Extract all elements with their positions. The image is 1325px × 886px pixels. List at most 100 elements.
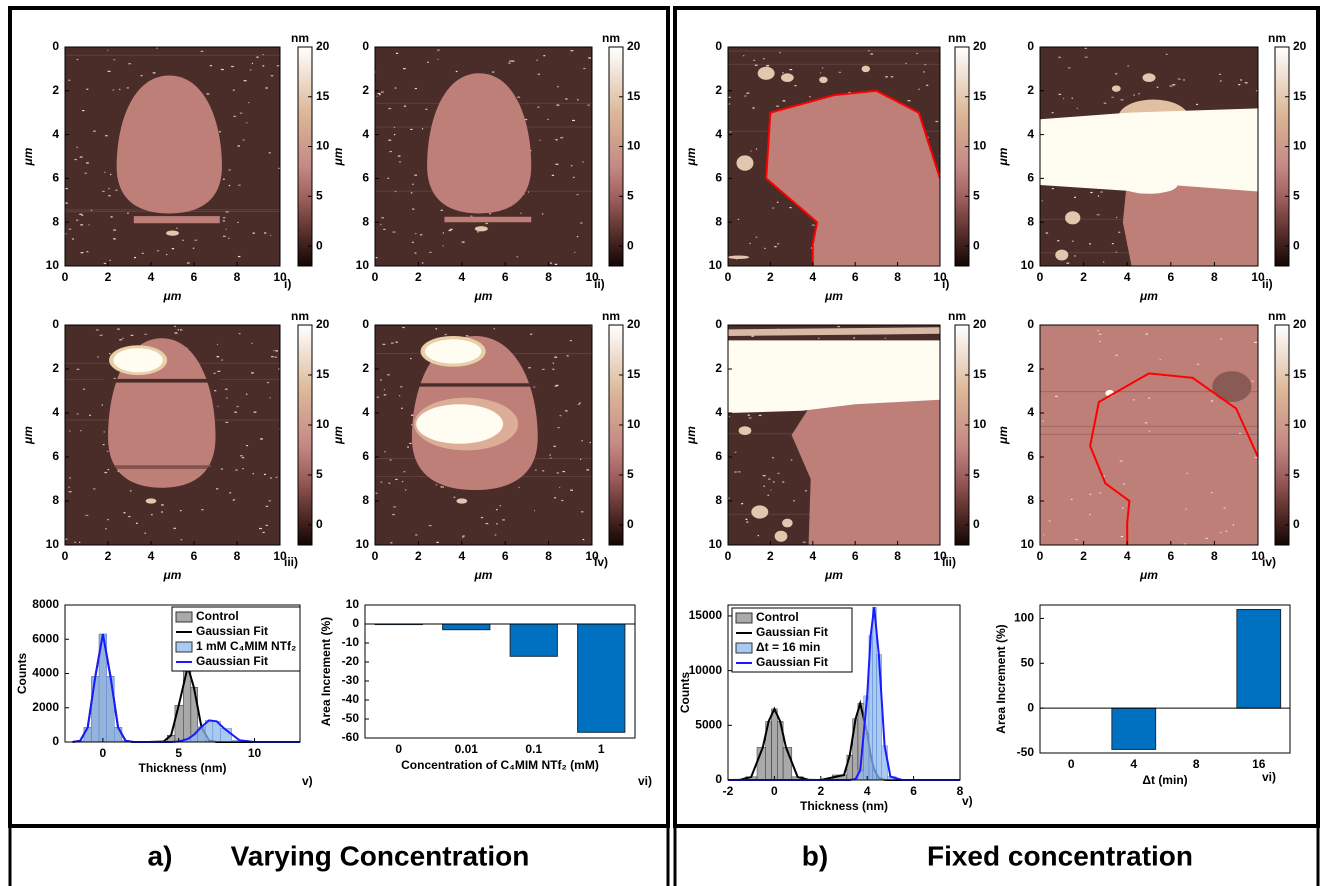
colorbar-tick-label: 10 bbox=[316, 139, 330, 153]
y-tick-label: 100 bbox=[1014, 611, 1034, 625]
speckle bbox=[437, 49, 440, 51]
speckle bbox=[420, 234, 423, 236]
speckle bbox=[768, 478, 771, 480]
colorbar-tick-label: 0 bbox=[1293, 517, 1300, 531]
speckle bbox=[383, 394, 387, 396]
feature bbox=[774, 530, 788, 542]
speckle bbox=[552, 362, 554, 364]
speckle bbox=[105, 528, 107, 530]
speckle bbox=[392, 513, 395, 516]
x-axis-label: μm bbox=[474, 289, 493, 303]
speckle bbox=[1090, 191, 1093, 194]
x-tick-label: 0 bbox=[725, 270, 732, 284]
feature bbox=[781, 73, 794, 83]
speckle bbox=[186, 262, 190, 264]
legend-label: Control bbox=[756, 610, 799, 624]
speckle bbox=[68, 228, 72, 230]
speckle bbox=[1048, 520, 1051, 522]
afm-image bbox=[65, 47, 280, 266]
speckle bbox=[390, 342, 394, 344]
scan-line bbox=[65, 54, 280, 56]
speckle bbox=[265, 524, 269, 526]
speckle bbox=[161, 511, 163, 513]
speckle bbox=[410, 414, 414, 416]
speckle bbox=[582, 538, 585, 541]
speckle bbox=[574, 251, 576, 253]
speckle bbox=[565, 98, 568, 100]
x-tick-label: 8 bbox=[894, 270, 901, 284]
speckle bbox=[415, 232, 417, 235]
speckle bbox=[395, 341, 398, 343]
speckle bbox=[75, 219, 79, 221]
colorbar-tick-label: 5 bbox=[627, 188, 634, 202]
feature bbox=[728, 255, 750, 259]
x-tick-label: 6 bbox=[191, 270, 198, 284]
x-tick-label: 6 bbox=[1167, 270, 1174, 284]
speckle bbox=[404, 489, 407, 491]
speckle bbox=[213, 372, 216, 374]
speckle bbox=[1185, 508, 1187, 510]
speckle bbox=[1254, 456, 1258, 459]
speckle bbox=[779, 52, 781, 54]
speckle bbox=[782, 481, 785, 483]
y-tick-label: 10 bbox=[709, 537, 723, 551]
speckle bbox=[549, 262, 552, 264]
speckle bbox=[1121, 507, 1124, 509]
speckle bbox=[772, 457, 775, 459]
speckle bbox=[520, 212, 522, 214]
speckle bbox=[394, 87, 397, 89]
y-tick-label: 6 bbox=[362, 449, 369, 463]
speckle bbox=[576, 193, 579, 196]
x-tick-label: 10 bbox=[1251, 549, 1265, 563]
colorbar-tick-label: 15 bbox=[316, 367, 330, 381]
speckle bbox=[907, 100, 911, 102]
colorbar-tick-label: 5 bbox=[1293, 188, 1300, 202]
x-tick-label: 4 bbox=[148, 270, 155, 284]
speckle bbox=[838, 71, 841, 73]
y-tick-label: 6 bbox=[715, 449, 722, 463]
speckle bbox=[435, 484, 438, 486]
colorbar-label: nm bbox=[948, 309, 966, 323]
speckle bbox=[117, 328, 120, 330]
speckle bbox=[757, 535, 760, 537]
speckle bbox=[135, 522, 138, 524]
image-background bbox=[1040, 325, 1258, 545]
speckle bbox=[528, 367, 531, 369]
speckle bbox=[218, 131, 221, 133]
speckle bbox=[144, 333, 147, 335]
y-tick-label: -20 bbox=[342, 654, 360, 668]
speckle bbox=[265, 87, 268, 89]
speckle bbox=[1218, 73, 1221, 75]
speckle bbox=[516, 256, 519, 258]
y-tick-label: 6 bbox=[1027, 171, 1034, 185]
speckle bbox=[536, 59, 538, 61]
speckle bbox=[79, 156, 83, 158]
y-tick-label: 10 bbox=[46, 258, 60, 272]
speckle bbox=[554, 497, 556, 499]
speckle bbox=[777, 243, 780, 245]
speckle bbox=[436, 541, 439, 544]
speckle bbox=[462, 535, 465, 537]
speckle bbox=[1220, 338, 1222, 340]
speckle bbox=[885, 76, 888, 78]
y-tick-label: 4 bbox=[52, 405, 59, 419]
speckle bbox=[580, 222, 583, 224]
feature bbox=[738, 426, 752, 435]
legend-label: Control bbox=[196, 609, 239, 623]
speckle bbox=[774, 246, 777, 248]
speckle bbox=[489, 213, 491, 215]
caption-frame bbox=[8, 826, 1320, 886]
speckle bbox=[113, 377, 116, 380]
y-tick-label: 6000 bbox=[32, 631, 59, 645]
speckle bbox=[1120, 99, 1124, 101]
speckle bbox=[442, 245, 444, 247]
x-tick-label: 10 bbox=[273, 270, 287, 284]
y-tick-label: 8 bbox=[362, 214, 369, 228]
colorbar-tick-label: 20 bbox=[973, 317, 987, 331]
speckle bbox=[1123, 483, 1126, 485]
speckle bbox=[580, 458, 582, 460]
colorbar-tick-label: 15 bbox=[973, 89, 987, 103]
speckle bbox=[105, 135, 108, 137]
speckle bbox=[470, 215, 473, 217]
